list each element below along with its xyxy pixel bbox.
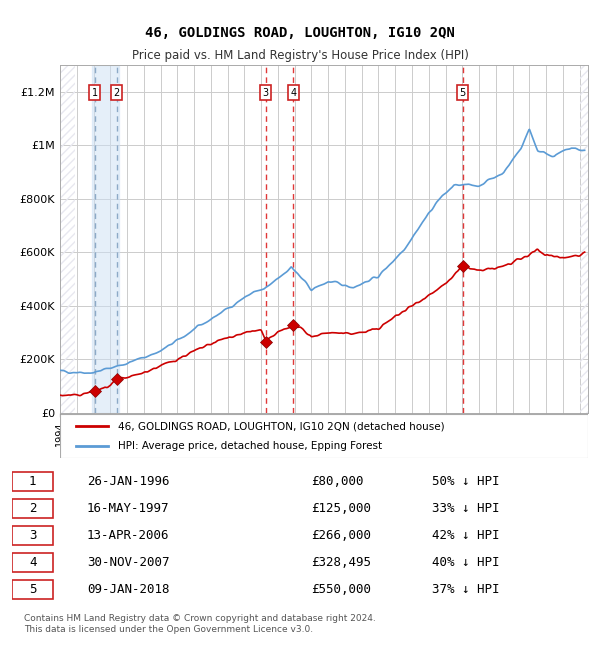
Text: HPI: Average price, detached house, Epping Forest: HPI: Average price, detached house, Eppi… bbox=[118, 441, 382, 451]
FancyBboxPatch shape bbox=[12, 472, 53, 491]
Text: 16-MAY-1997: 16-MAY-1997 bbox=[87, 502, 169, 515]
Text: Contains HM Land Registry data © Crown copyright and database right 2024.
This d: Contains HM Land Registry data © Crown c… bbox=[24, 614, 376, 634]
Bar bbox=[60, 65, 75, 413]
Text: 3: 3 bbox=[29, 529, 37, 542]
Text: 1: 1 bbox=[92, 88, 98, 97]
Text: 26-JAN-1996: 26-JAN-1996 bbox=[87, 475, 169, 488]
Text: £328,495: £328,495 bbox=[311, 556, 371, 569]
Text: 5: 5 bbox=[29, 583, 37, 596]
Text: £550,000: £550,000 bbox=[311, 583, 371, 596]
Text: 40% ↓ HPI: 40% ↓ HPI bbox=[433, 556, 500, 569]
Text: 2: 2 bbox=[29, 502, 37, 515]
Bar bbox=[580, 65, 588, 413]
FancyBboxPatch shape bbox=[12, 553, 53, 572]
FancyBboxPatch shape bbox=[12, 526, 53, 545]
FancyBboxPatch shape bbox=[12, 580, 53, 599]
Bar bbox=[92, 65, 119, 413]
Text: 2: 2 bbox=[113, 88, 120, 97]
Bar bbox=[580, 65, 588, 413]
Text: 3: 3 bbox=[263, 88, 269, 97]
Text: 42% ↓ HPI: 42% ↓ HPI bbox=[433, 529, 500, 542]
Text: 5: 5 bbox=[460, 88, 466, 97]
Text: 09-JAN-2018: 09-JAN-2018 bbox=[87, 583, 169, 596]
Text: 37% ↓ HPI: 37% ↓ HPI bbox=[433, 583, 500, 596]
Text: Price paid vs. HM Land Registry's House Price Index (HPI): Price paid vs. HM Land Registry's House … bbox=[131, 49, 469, 62]
Text: £80,000: £80,000 bbox=[311, 475, 364, 488]
Text: 46, GOLDINGS ROAD, LOUGHTON, IG10 2QN (detached house): 46, GOLDINGS ROAD, LOUGHTON, IG10 2QN (d… bbox=[118, 421, 445, 432]
Text: 13-APR-2006: 13-APR-2006 bbox=[87, 529, 169, 542]
Text: 46, GOLDINGS ROAD, LOUGHTON, IG10 2QN: 46, GOLDINGS ROAD, LOUGHTON, IG10 2QN bbox=[145, 26, 455, 40]
Text: 4: 4 bbox=[290, 88, 296, 97]
Text: 33% ↓ HPI: 33% ↓ HPI bbox=[433, 502, 500, 515]
Text: 50% ↓ HPI: 50% ↓ HPI bbox=[433, 475, 500, 488]
Bar bbox=[60, 65, 75, 413]
Text: £266,000: £266,000 bbox=[311, 529, 371, 542]
Text: 4: 4 bbox=[29, 556, 37, 569]
FancyBboxPatch shape bbox=[12, 499, 53, 518]
Text: 1: 1 bbox=[29, 475, 37, 488]
Text: 30-NOV-2007: 30-NOV-2007 bbox=[87, 556, 169, 569]
FancyBboxPatch shape bbox=[60, 414, 588, 458]
Text: £125,000: £125,000 bbox=[311, 502, 371, 515]
